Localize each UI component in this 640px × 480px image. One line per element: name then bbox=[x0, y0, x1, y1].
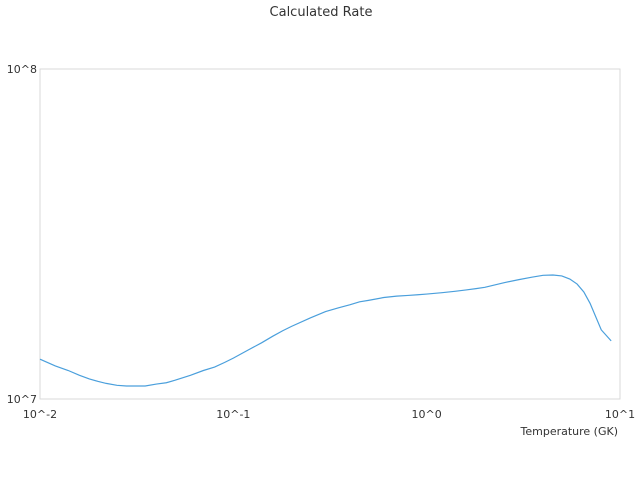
y-axis-ticks: 10^7 10^8 bbox=[7, 63, 37, 406]
series-line bbox=[39, 274, 612, 387]
plot-area bbox=[39, 68, 621, 400]
x-axis-label: Temperature (GK) bbox=[520, 425, 619, 438]
x-tick-label: 10^-1 bbox=[216, 408, 250, 421]
y-tick-label: 10^8 bbox=[7, 63, 37, 76]
y-tick-label: 10^7 bbox=[7, 393, 37, 406]
chart-title: Calculated Rate bbox=[270, 5, 373, 20]
x-tick-label: 10^0 bbox=[412, 408, 442, 421]
x-tick-label: 10^1 bbox=[605, 408, 635, 421]
x-tick-label: 10^-2 bbox=[23, 408, 57, 421]
x-axis-ticks: 10^-2 10^-1 10^0 10^1 bbox=[23, 408, 635, 421]
